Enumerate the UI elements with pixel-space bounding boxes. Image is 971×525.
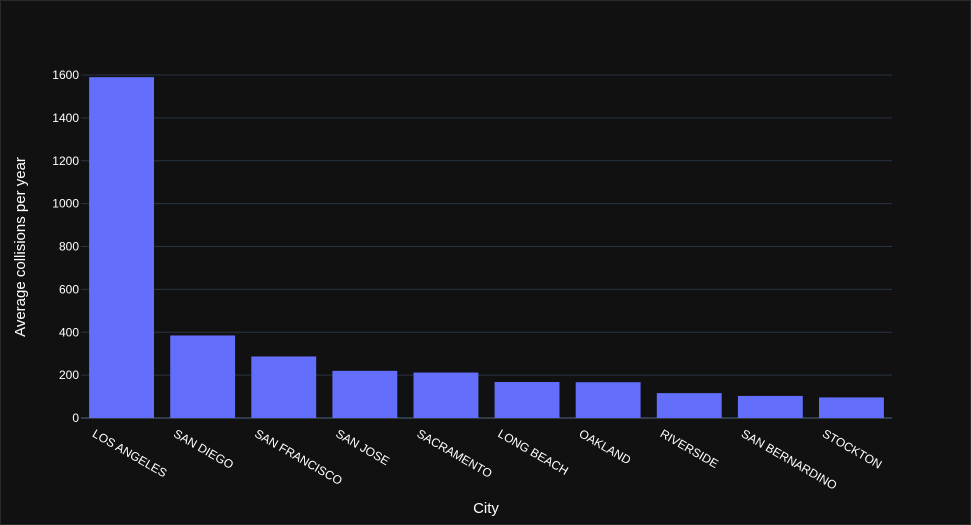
bars <box>89 77 884 419</box>
bar[interactable] <box>170 335 236 418</box>
bar[interactable] <box>332 370 398 418</box>
x-tick-label: OAKLAND <box>577 426 634 467</box>
y-tick-label: 200 <box>59 368 79 382</box>
x-tick-label: LONG BEACH <box>496 426 571 477</box>
bar[interactable] <box>656 393 722 418</box>
y-tick-label: 600 <box>59 282 79 296</box>
x-axis-label: City <box>473 500 499 517</box>
y-tick-label: 1200 <box>52 154 79 168</box>
bar[interactable] <box>575 382 641 418</box>
y-tick-labels: 0 200 400 600 800 1000 1200 1400 1600 <box>52 68 79 425</box>
x-tick-label: SAN DIEGO <box>171 426 236 471</box>
y-tick-label: 800 <box>59 240 79 254</box>
bar[interactable] <box>737 395 803 418</box>
y-axis-label: Average collisions per year <box>12 157 29 337</box>
x-tick-label: SAN FRANCISCO <box>252 426 344 487</box>
x-tick-label: RIVERSIDE <box>658 426 721 470</box>
y-tick-label: 1600 <box>52 68 79 82</box>
y-tick-label: 0 <box>72 411 79 425</box>
x-tick-label: LOS ANGELES <box>90 426 169 480</box>
bar[interactable] <box>494 381 560 418</box>
bar[interactable] <box>413 372 479 418</box>
x-tick-label: SAN JOSE <box>333 426 391 468</box>
bar[interactable] <box>89 77 154 419</box>
y-tick-label: 1400 <box>52 111 79 125</box>
y-tick-label: 400 <box>59 325 79 339</box>
bar[interactable] <box>819 397 884 418</box>
x-tick-label: STOCKTON <box>820 426 884 471</box>
y-tick-label: 1000 <box>52 197 79 211</box>
bar[interactable] <box>251 356 317 418</box>
x-tick-label: SACRAMENTO <box>414 426 494 480</box>
